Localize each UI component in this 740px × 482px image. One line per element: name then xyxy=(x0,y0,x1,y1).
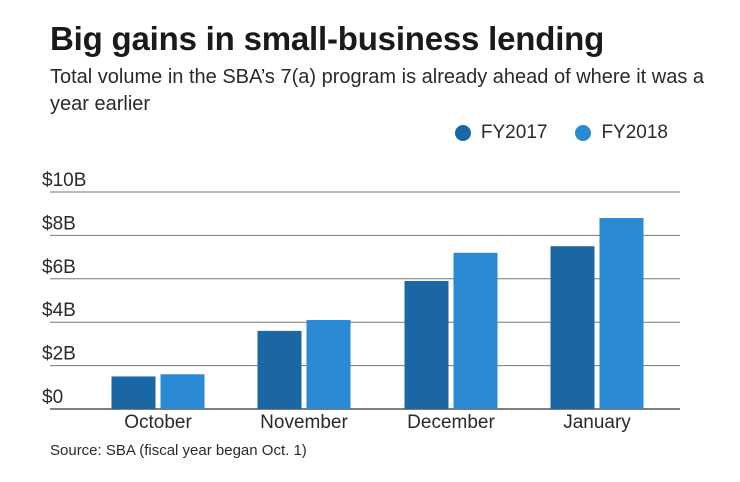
legend-item-fy2018: FY2018 xyxy=(575,122,668,144)
legend-label-fy2018: FY2018 xyxy=(601,122,668,143)
legend-label-fy2017: FY2017 xyxy=(480,122,548,143)
source-note: Source: SBA (fiscal year began Oct. 1) xyxy=(50,442,307,459)
bar-fy2017-october xyxy=(111,376,156,409)
y-tick-label: $4B xyxy=(42,300,76,321)
y-tick-label: $8B xyxy=(42,213,76,234)
y-tick-label: $10B xyxy=(42,170,86,191)
y-tick-labels: $0 $2B $4B $6B $8B $10B xyxy=(42,170,86,408)
y-tick-label: $6B xyxy=(42,257,76,278)
legend-item-fy2017: FY2017 xyxy=(454,122,548,144)
y-tick-label: $0 xyxy=(42,387,63,408)
bars xyxy=(111,218,644,409)
chart-subtitle: Total volume in the SBA’s 7(a) program i… xyxy=(50,66,705,115)
bar-fy2017-january xyxy=(550,246,595,409)
x-tick-label: January xyxy=(563,412,631,433)
bar-fy2017-december xyxy=(404,280,449,409)
x-tick-labels: October November December January xyxy=(124,412,631,433)
legend-swatch-fy2017 xyxy=(454,125,471,141)
bar-fy2018-january xyxy=(599,218,644,409)
bar-fy2018-october xyxy=(160,374,205,409)
chart-title: Big gains in small-business lending xyxy=(50,20,605,57)
bar-fy2018-november xyxy=(306,320,351,409)
legend-swatch-fy2018 xyxy=(575,125,592,141)
bar-fy2017-november xyxy=(257,330,302,409)
x-tick-label: November xyxy=(260,412,348,433)
x-tick-label: October xyxy=(124,412,192,433)
y-tick-label: $2B xyxy=(42,344,76,365)
x-tick-label: December xyxy=(407,412,495,433)
bar-fy2018-december xyxy=(453,252,498,409)
legend: FY2017 FY2018 xyxy=(427,122,668,144)
